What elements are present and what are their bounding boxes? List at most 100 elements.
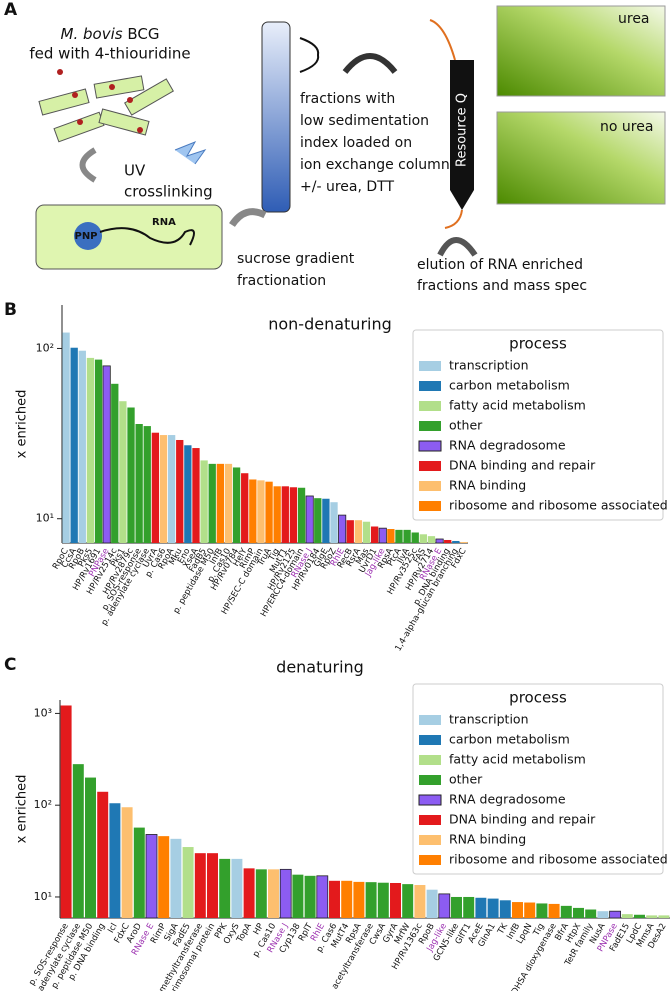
legend-swatch — [419, 815, 441, 825]
bar — [297, 487, 306, 543]
bar — [338, 514, 347, 544]
tubing — [429, 19, 456, 61]
rna: RNA — [152, 217, 176, 228]
bar — [145, 834, 158, 919]
bacteria — [38, 75, 174, 143]
bar — [219, 858, 231, 918]
bar — [192, 448, 200, 543]
bar — [426, 889, 438, 918]
bar — [119, 401, 127, 543]
bar — [499, 900, 511, 918]
brace — [299, 37, 320, 73]
arrow — [437, 237, 478, 257]
bar — [585, 909, 597, 918]
bar — [419, 534, 427, 543]
bar — [463, 896, 475, 918]
bar — [133, 827, 145, 918]
bar — [255, 869, 267, 918]
tubing — [444, 209, 463, 229]
legend-swatch — [419, 381, 441, 391]
bar — [289, 487, 298, 543]
fractions-line: fractions with — [300, 91, 395, 107]
bar — [658, 915, 670, 918]
legend-swatch — [418, 440, 442, 452]
legend-swatch — [419, 855, 441, 865]
bar — [159, 435, 168, 543]
uv: UV — [124, 162, 146, 180]
organism: M. bovis — [61, 25, 123, 43]
legend-swatch — [419, 361, 441, 371]
bar — [475, 897, 487, 918]
arrow — [342, 53, 398, 74]
bar — [365, 882, 377, 918]
bar — [281, 486, 289, 543]
sucrose-2: fractionation — [237, 273, 326, 289]
bar — [548, 903, 560, 918]
y-axis-label: x enriched — [15, 390, 30, 459]
bar — [194, 853, 206, 918]
legend-swatch — [419, 401, 441, 411]
bar — [224, 463, 233, 543]
bar — [438, 893, 451, 919]
chart-title: denaturing — [276, 658, 364, 677]
bar — [143, 426, 151, 543]
legend-label: other — [449, 772, 483, 787]
bar — [216, 463, 224, 543]
bar — [94, 359, 103, 543]
legend-box — [412, 683, 664, 875]
bar — [97, 791, 109, 918]
bar — [249, 479, 257, 543]
feeding: fed with 4-thiouridine — [29, 45, 190, 63]
bar — [268, 869, 279, 918]
bar — [353, 881, 365, 918]
bar — [362, 521, 371, 543]
y-tick-label: 10¹ — [34, 890, 52, 903]
legend-label: ribosome and ribosome associated — [449, 498, 668, 513]
bar — [395, 529, 403, 543]
fractions-line: +/- urea, DTT — [300, 179, 394, 195]
bar — [346, 520, 354, 543]
bar — [487, 898, 499, 918]
bar — [257, 480, 265, 543]
lightning — [174, 141, 207, 165]
bar — [330, 502, 338, 543]
bar — [109, 803, 121, 918]
column-label: Resource Q — [455, 93, 470, 167]
legend-label: carbon metabolism — [449, 732, 570, 747]
column — [450, 60, 474, 210]
bar — [208, 463, 216, 543]
bar — [402, 884, 414, 918]
bar — [86, 357, 95, 543]
bar — [316, 875, 329, 919]
legend-label: carbon metabolism — [449, 378, 570, 393]
bar — [292, 874, 304, 918]
fractions-line: ion exchange column — [300, 157, 450, 173]
bar — [273, 486, 281, 543]
bar — [135, 424, 143, 543]
strain: BCG — [127, 25, 159, 43]
bar — [377, 882, 389, 918]
bar — [305, 495, 314, 544]
bar — [378, 527, 387, 544]
bar — [151, 432, 160, 543]
bar — [427, 536, 436, 543]
legend-swatch — [419, 461, 441, 471]
bar — [70, 347, 78, 543]
bar — [102, 365, 111, 544]
bar — [646, 915, 658, 918]
sucrose-1: sucrose gradient — [237, 251, 355, 267]
tube — [261, 21, 291, 213]
bar — [609, 910, 621, 919]
bar — [341, 880, 353, 918]
bar — [182, 847, 194, 918]
y-tick-label: 10² — [36, 341, 54, 354]
crosslinking: crosslinking — [124, 183, 213, 201]
legend-swatch — [419, 735, 441, 745]
bar — [390, 882, 401, 918]
bar — [167, 435, 176, 543]
bar — [329, 880, 340, 918]
fractions-line: index loaded on — [300, 135, 412, 151]
bar — [62, 332, 70, 543]
legend-swatch — [419, 835, 441, 845]
bar — [444, 539, 452, 543]
